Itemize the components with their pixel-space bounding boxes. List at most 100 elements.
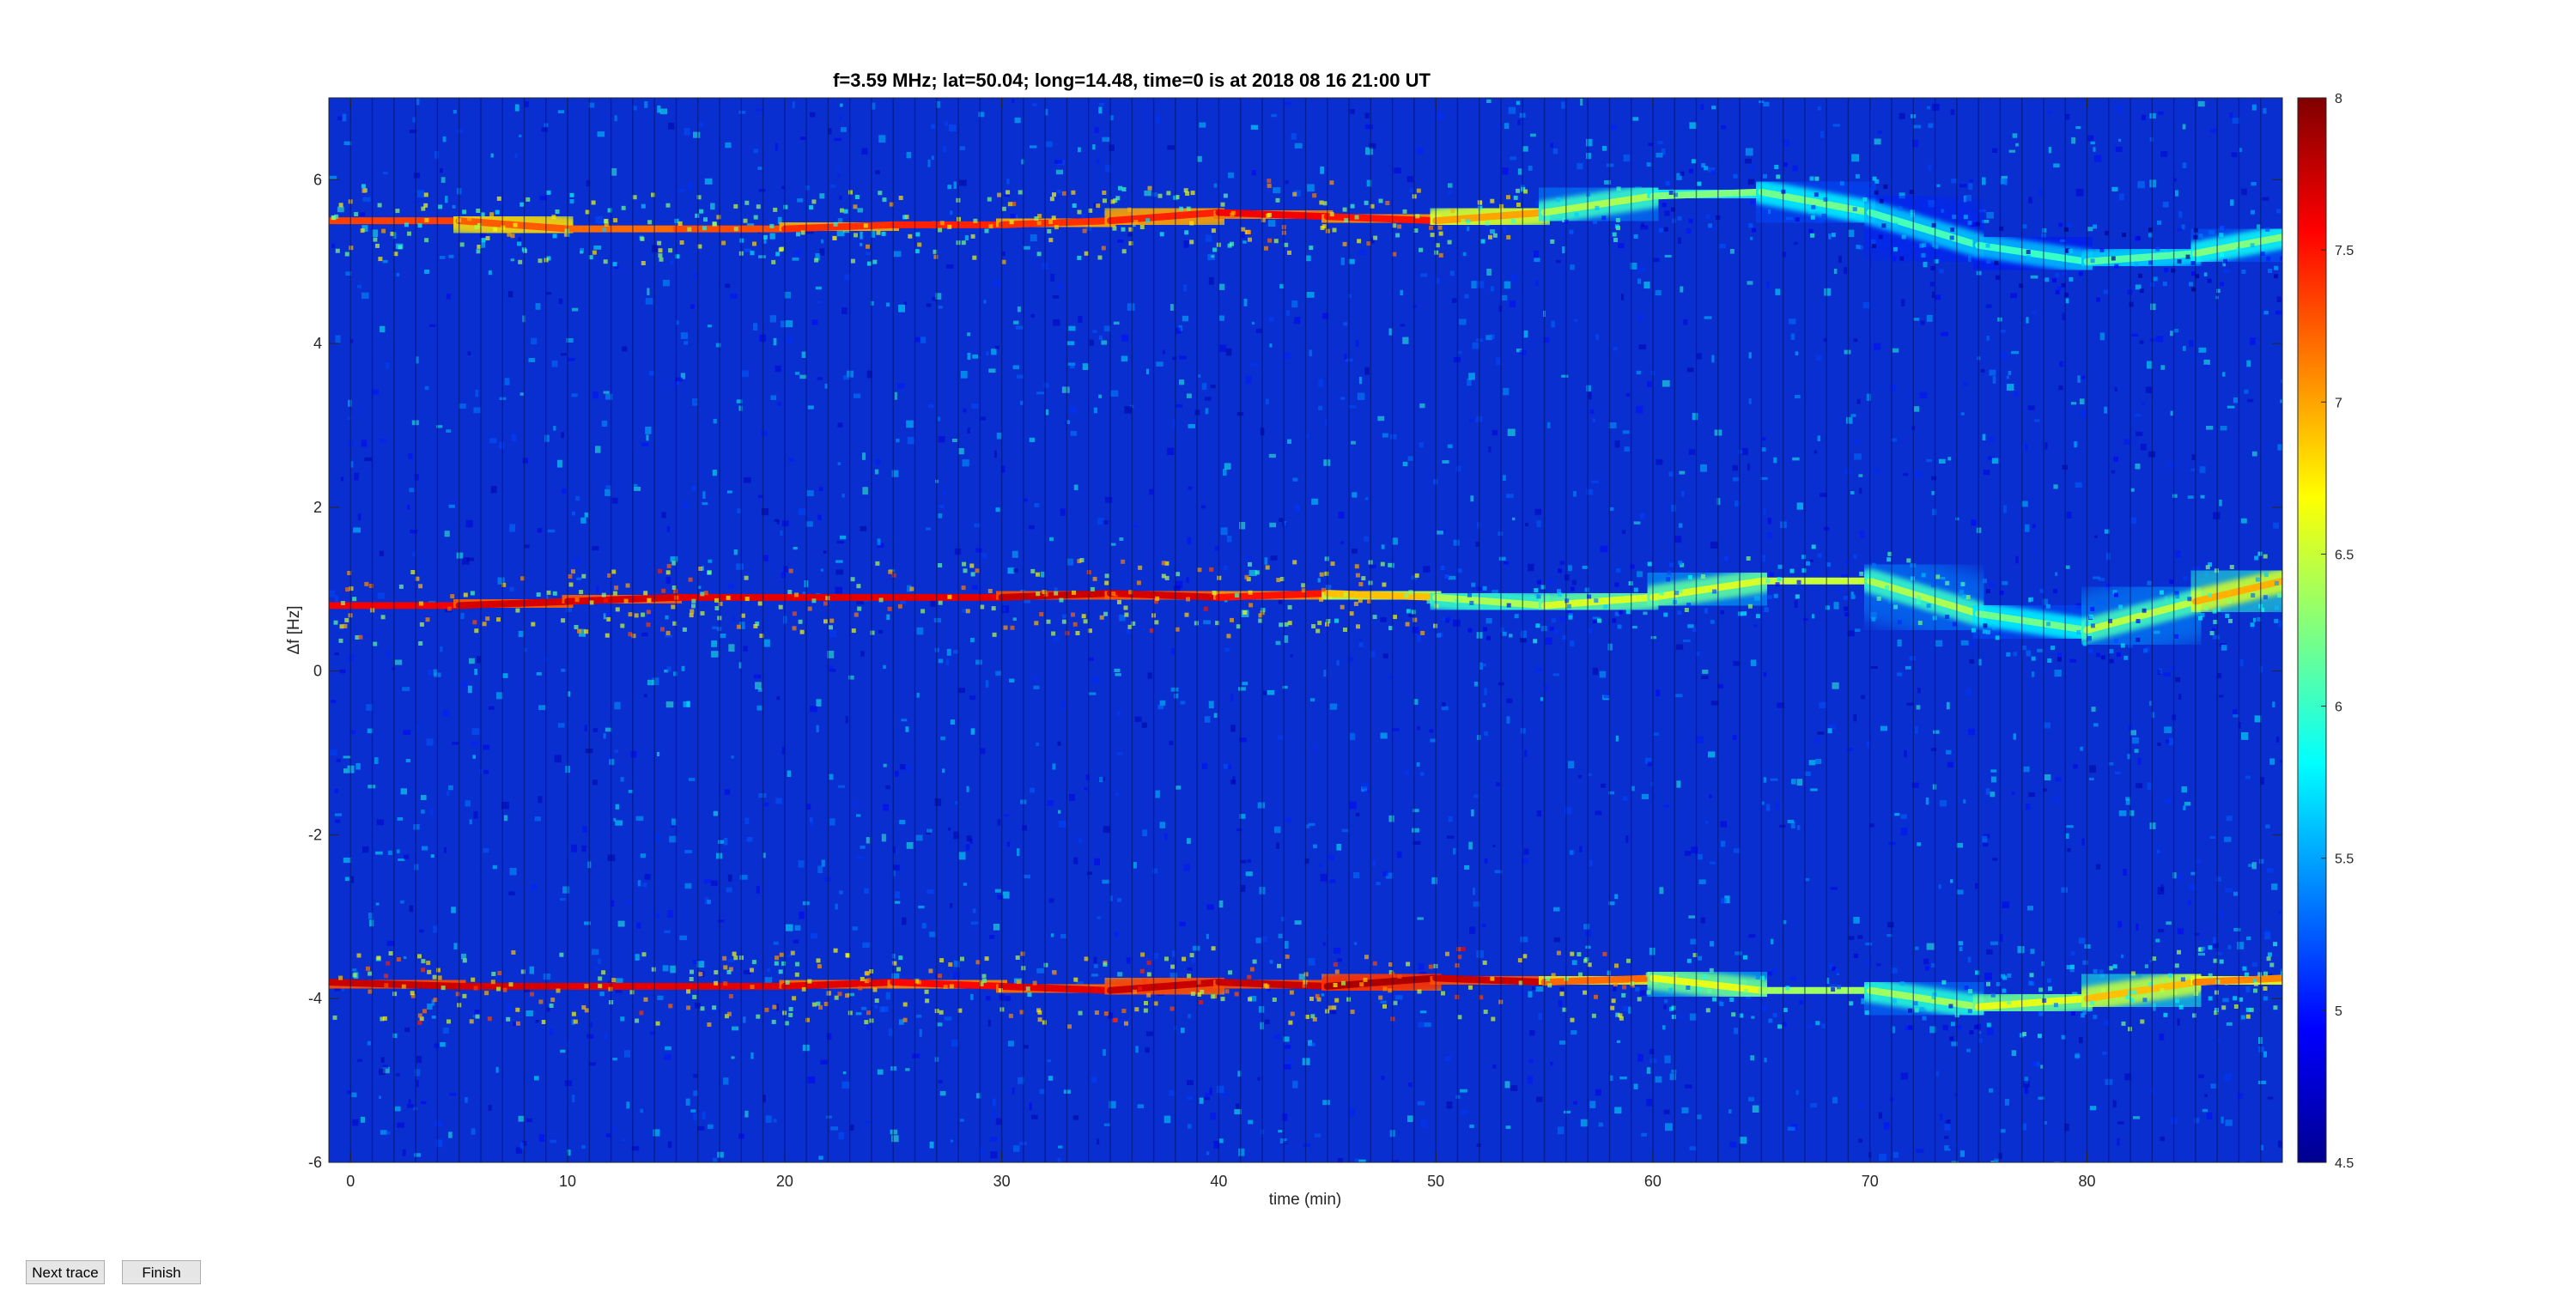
noise-speck (1502, 294, 1508, 301)
noise-speck (1282, 685, 1288, 689)
trace-speck (1810, 215, 1815, 220)
trace-speck (1570, 586, 1575, 591)
noise-speck (1678, 523, 1683, 528)
noise-speck (762, 1095, 766, 1103)
trace-speck (2132, 990, 2137, 995)
noise-speck (1721, 898, 1727, 904)
noise-speck (1210, 1113, 1217, 1120)
noise-speck (1516, 100, 1521, 106)
trace-speck (1578, 972, 1583, 977)
noise-speck (1790, 822, 1795, 829)
noise-speck (2250, 337, 2256, 345)
noise-speck (809, 817, 813, 822)
trace-speck (937, 974, 942, 979)
noise-speck (1469, 926, 1476, 934)
noise-speck (416, 725, 421, 730)
trace-speck (1157, 193, 1163, 198)
noise-speck (1982, 177, 1986, 185)
noise-speck (1250, 362, 1259, 367)
noise-speck (1388, 676, 1393, 679)
noise-speck (424, 385, 429, 391)
trace-speck (487, 1016, 492, 1022)
noise-speck (920, 337, 927, 343)
noise-speck (547, 529, 556, 533)
noise-speck (612, 1058, 617, 1061)
noise-speck (2221, 645, 2227, 651)
noise-speck (2251, 451, 2257, 457)
trace-speck (561, 618, 566, 623)
noise-speck (837, 174, 841, 178)
trace-speck (1926, 604, 1931, 609)
noise-speck (965, 844, 970, 851)
noise-speck (995, 670, 1001, 676)
noise-speck (2123, 869, 2127, 876)
noise-speck (644, 100, 648, 108)
noise-speck (471, 728, 480, 735)
trace-speck (607, 573, 612, 578)
trace-speck (2203, 606, 2208, 610)
trace-speck (1366, 241, 1371, 246)
noise-speck (713, 810, 719, 816)
noise-speck (1273, 1034, 1281, 1040)
trace-speck (591, 200, 596, 205)
noise-speck (1524, 749, 1528, 757)
trace-speck (2031, 656, 2036, 661)
noise-speck (1795, 351, 1799, 355)
trace-speck (344, 617, 349, 622)
noise-speck (446, 293, 451, 300)
next-trace-button[interactable]: Next trace (26, 1260, 105, 1284)
trace-speck (707, 1022, 712, 1027)
finish-button[interactable]: Finish (122, 1260, 201, 1284)
noise-speck (1959, 1150, 1965, 1157)
noise-speck (631, 1146, 640, 1151)
trace-speck (1663, 227, 1668, 232)
noise-speck (1865, 943, 1873, 946)
noise-speck (603, 733, 606, 739)
noise-speck (2262, 197, 2269, 201)
noise-speck (1637, 266, 1645, 273)
trace-speck (1149, 628, 1154, 634)
trace-speck (2250, 243, 2255, 248)
trace-speck (2208, 945, 2213, 950)
noise-speck (2064, 1123, 2069, 1131)
trace-speck (1072, 590, 1076, 595)
trace-speck (957, 1008, 963, 1013)
noise-speck (2139, 340, 2144, 344)
trace-speck (496, 617, 501, 622)
noise-speck (1663, 1109, 1670, 1114)
trace-speck (1388, 626, 1393, 631)
noise-speck (574, 557, 580, 566)
noise-speck (2277, 1140, 2282, 1148)
trace-speck (665, 630, 671, 635)
trace-speck (943, 985, 948, 989)
noise-speck (1133, 862, 1137, 869)
noise-speck (1735, 500, 1739, 507)
trace-speck (1008, 1013, 1013, 1018)
trace-speck (526, 197, 531, 202)
noise-speck (1102, 136, 1110, 143)
trace-speck (1199, 1000, 1204, 1004)
noise-speck (2137, 757, 2142, 765)
noise-speck (1473, 888, 1476, 895)
noise-speck (2000, 178, 2008, 185)
noise-speck (1109, 895, 1113, 901)
noise-speck (1859, 531, 1865, 538)
trace-speck (1775, 582, 1780, 587)
trace-speck (2187, 597, 2192, 602)
noise-speck (342, 113, 347, 122)
noise-speck (1761, 447, 1766, 452)
noise-speck (1159, 822, 1165, 828)
trace-speck (1395, 233, 1400, 238)
trace-speck (480, 212, 485, 217)
noise-speck (950, 719, 956, 725)
noise-speck (857, 856, 865, 859)
trace-speck (682, 627, 687, 632)
trace-speck (1051, 631, 1056, 636)
noise-speck (1573, 491, 1577, 497)
noise-speck (496, 692, 503, 700)
noise-speck (465, 1097, 468, 1103)
trace-speck (692, 994, 697, 999)
trace-speck (2139, 288, 2144, 294)
noise-speck (943, 490, 947, 496)
noise-speck (717, 1151, 724, 1158)
